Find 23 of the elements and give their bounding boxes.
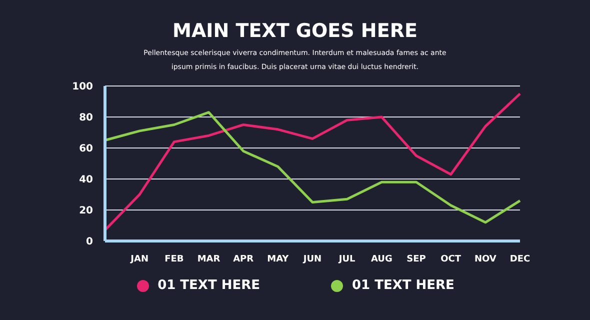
line-series: [104, 111, 522, 224]
x-tick-label: AUG: [370, 254, 392, 264]
x-tick-label: NOV: [474, 254, 496, 264]
y-tick-label: 20: [79, 206, 94, 217]
legend-label: 01 TEXT HERE: [352, 278, 454, 293]
y-tick-label: 100: [72, 82, 94, 93]
x-tick-label: DEC: [510, 254, 530, 264]
y-tick-label: 0: [86, 236, 94, 248]
chart-title: MAIN TEXT GOES HERE: [172, 20, 418, 42]
y-tick-label: 80: [79, 112, 94, 124]
x-tick-label: JUL: [338, 254, 356, 264]
y-tick-label: 40: [79, 174, 94, 186]
x-tick-label: OCT: [440, 254, 462, 264]
x-tick-label: JAN: [130, 254, 149, 264]
x-tick-label: APR: [233, 254, 254, 264]
x-tick-label: FEB: [164, 254, 184, 264]
x-tick-label: MAR: [197, 254, 220, 264]
x-tick-label: SEP: [406, 254, 426, 264]
x-tick-label: JUN: [302, 254, 322, 264]
y-tick-label: 60: [79, 144, 94, 155]
line-series: [104, 92, 522, 232]
x-tick-label: MAY: [267, 254, 290, 264]
legend-label: 01 TEXT HERE: [158, 278, 260, 293]
